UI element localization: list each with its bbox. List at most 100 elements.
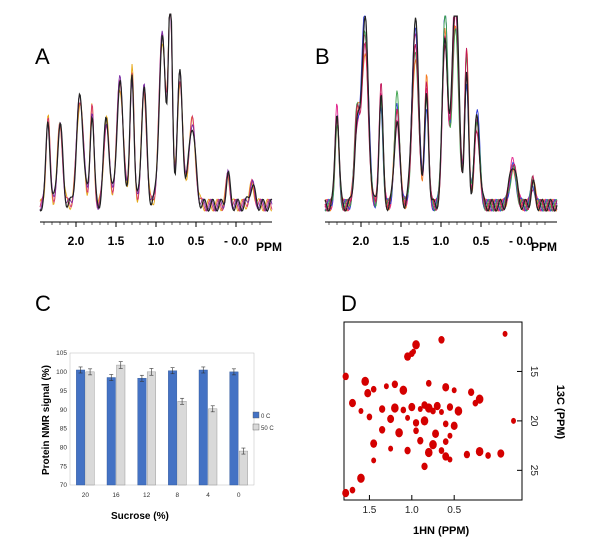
hsqc-peak [379, 405, 386, 413]
panel-c-x-tick-labels: 20 16 12 8 4 0 [82, 492, 241, 499]
hsqc-peak [438, 336, 445, 344]
hsqc-peak [447, 456, 453, 463]
tick-label: 0.5 [473, 234, 490, 248]
x-tick-label: 1.5 [362, 505, 376, 516]
y-tick-label: 85 [60, 426, 68, 433]
hsqc-peak [472, 399, 479, 407]
legend-label-50c: 50 C [261, 426, 274, 432]
bar [229, 371, 239, 486]
hsqc-peak [439, 408, 444, 415]
hsqc-peak [420, 416, 429, 426]
y-tick-label: 75 [60, 463, 68, 470]
hsqc-peak [429, 440, 437, 450]
hsqc-peak [357, 473, 365, 483]
hsqc-peak [468, 388, 475, 397]
panel-d-x-axis-label: 1HN (PPM) [413, 525, 470, 537]
panel-b: B 2.0 1.5 1.0 0.5 - 0.0 PPM [315, 15, 558, 254]
panel-b-x-ticks [328, 222, 546, 227]
x-tick-label: 20 [82, 492, 90, 499]
y-tick-label: 25 [528, 465, 539, 477]
panel-c-y-axis-label: Protein NMR signal (%) [41, 365, 52, 475]
panel-a-x-axis-label: PPM [256, 240, 282, 254]
panel-d-y-ticks: 15 20 25 [517, 366, 539, 476]
tick-label: - 0.0 [509, 234, 533, 248]
hsqc-peak [454, 406, 463, 416]
hsqc-peak [424, 447, 433, 458]
hsqc-peak [447, 432, 453, 439]
hsqc-peak [383, 383, 389, 390]
bar [76, 369, 86, 486]
bar [208, 408, 218, 486]
spectrum-trace [324, 15, 558, 212]
bar [146, 371, 156, 486]
tick-label: - 0.0 [224, 234, 248, 248]
y-tick-label: 20 [528, 415, 539, 427]
spectrum-trace [39, 13, 273, 213]
x-tick-label: 0.5 [447, 505, 461, 516]
panel-a-spectrum [39, 13, 273, 213]
bar [168, 370, 178, 486]
hsqc-peak [417, 436, 424, 445]
panel-c-bars [76, 361, 248, 486]
hsqc-peak [370, 385, 377, 393]
hsqc-peak [411, 348, 416, 355]
tick-label: 1.0 [148, 234, 165, 248]
hsqc-peak [388, 445, 394, 452]
hsqc-peak [366, 413, 373, 421]
panel-b-spectrum [324, 15, 558, 212]
panel-b-letter: B [315, 44, 330, 69]
hsqc-peak [425, 379, 432, 387]
bar [238, 450, 248, 486]
x-tick-label: 16 [112, 492, 120, 499]
y-tick-label: 90 [60, 407, 68, 414]
hsqc-peak [412, 419, 420, 427]
panel-d-peaks [342, 330, 516, 498]
hsqc-peak [432, 429, 440, 438]
hsqc-peak [405, 414, 411, 421]
hsqc-peak [349, 486, 356, 494]
tick-label: 0.5 [188, 234, 205, 248]
bar [116, 364, 126, 486]
hsqc-peak [361, 376, 369, 386]
hsqc-peak [391, 403, 399, 413]
hsqc-peak [379, 425, 386, 434]
x-tick-label: 1.0 [405, 505, 419, 516]
y-tick-label: 100 [56, 369, 67, 376]
panel-d-y-axis-label: 13C (PPM) [554, 385, 566, 440]
hsqc-peak [417, 406, 423, 413]
y-tick-label: 95 [60, 388, 68, 395]
hsqc-peak [349, 398, 356, 408]
hsqc-peak [412, 340, 420, 350]
tick-label: 1.5 [108, 234, 125, 248]
hsqc-peak [404, 446, 411, 455]
panel-a: A 2.0 1.5 1.0 0.5 - 0.0 PPM [35, 13, 282, 254]
x-tick-label: 12 [143, 492, 151, 499]
bar [198, 369, 208, 486]
panel-a-x-tick-labels: 2.0 1.5 1.0 0.5 - 0.0 [68, 234, 249, 248]
bar [177, 401, 187, 486]
legend-swatch-0c [252, 411, 260, 419]
hsqc-peak [442, 452, 450, 461]
panel-c-letter: C [35, 291, 51, 316]
legend-swatch-50c [252, 423, 260, 431]
hsqc-peak [475, 446, 484, 457]
panel-c-x-axis-label: Sucrose (%) [111, 511, 169, 522]
hsqc-peak [391, 380, 398, 389]
y-tick-label: 70 [60, 482, 68, 489]
legend-label-0c: 0 C [261, 414, 271, 420]
panel-c: C 70 75 80 85 90 95 100 105 20 16 12 8 4 0 Sucrose (… [35, 291, 274, 522]
hsqc-peak [364, 389, 372, 398]
hsqc-peak [502, 330, 508, 337]
hsqc-peak [446, 403, 454, 411]
hsqc-peak [485, 452, 491, 459]
hsqc-peak [430, 407, 436, 415]
spectrum-trace [324, 24, 558, 212]
bar [85, 371, 95, 486]
hsqc-peak [497, 449, 505, 458]
panel-d: D 1.5 1.0 0.5 15 20 25 1HN (PPM) 13C (PPM) [341, 291, 566, 537]
hsqc-peak [358, 408, 364, 414]
x-tick-label: 4 [206, 492, 210, 499]
spectrum-trace [324, 15, 558, 212]
panel-b-x-tick-labels: 2.0 1.5 1.0 0.5 - 0.0 [353, 234, 534, 248]
